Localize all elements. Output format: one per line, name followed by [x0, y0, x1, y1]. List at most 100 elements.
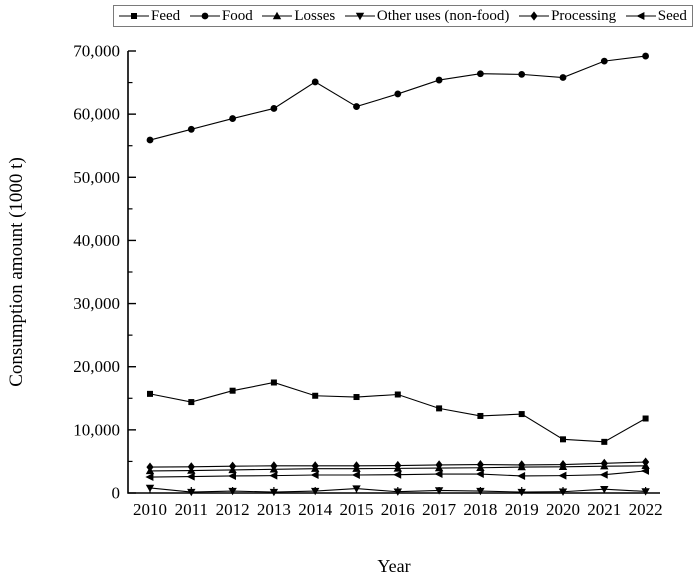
y-tick-label: 30,000 — [73, 294, 120, 313]
other-uses-non-food-point-2019 — [517, 488, 526, 497]
processing-point-2018 — [476, 459, 484, 470]
seed-point-2019 — [517, 471, 526, 480]
x-tick-label: 2021 — [587, 500, 621, 519]
x-tick-label: 2013 — [257, 500, 291, 519]
processing-point-2021 — [600, 458, 608, 468]
legend-entry-other-uses-non-food: Other uses (non-food) — [344, 7, 510, 24]
legend-marker-other-uses-non-food — [355, 12, 365, 21]
legend-marker-processing — [530, 11, 538, 21]
legend-label: Losses — [294, 7, 336, 24]
legend-label: Other uses (non-food) — [376, 7, 510, 24]
legend-marker-triangle-down-icon — [344, 12, 375, 21]
processing-point-2019 — [518, 460, 526, 470]
y-axis-title: Consumption amount (1000 t) — [6, 157, 27, 387]
processing-point-2015 — [352, 461, 361, 471]
y-tick-label: 70,000 — [73, 42, 120, 61]
other-uses-non-food-point-2012 — [228, 487, 237, 496]
food-point-2014 — [311, 78, 319, 86]
feed-point-2018 — [477, 412, 484, 419]
other-uses-non-food-point-2020 — [558, 488, 568, 496]
other-uses-non-food-point-2010 — [145, 484, 155, 493]
other-uses-non-food-point-2011 — [187, 488, 196, 497]
food-point-2021 — [600, 57, 608, 65]
food-point-2017 — [435, 76, 443, 84]
x-tick-label: 2019 — [505, 500, 539, 519]
y-tick-label: 20,000 — [73, 357, 120, 376]
food-point-2016 — [394, 90, 402, 98]
chart-legend: Feed Food Losses Other uses (non-food) Proce… — [113, 5, 693, 27]
processing-point-2014 — [311, 461, 319, 471]
processing-point-2016 — [394, 460, 402, 471]
legend-marker-triangle-up-icon — [262, 11, 293, 20]
legend-marker-losses — [273, 11, 282, 20]
x-tick-label: 2012 — [216, 500, 250, 519]
other-uses-non-food-point-2018 — [476, 487, 485, 496]
legend-marker-food — [201, 12, 209, 20]
x-axis-title: Year — [377, 556, 411, 576]
legend-label: Feed — [151, 7, 181, 24]
other-uses-non-food-point-2014 — [311, 487, 320, 496]
food-point-2022 — [642, 52, 649, 60]
x-tick-label: 2017 — [422, 500, 457, 519]
legend-marker-triangle-left-icon — [625, 12, 656, 20]
legend-marker-square-icon — [119, 13, 149, 19]
x-tick-label: 2014 — [298, 500, 333, 519]
y-tick-label: 50,000 — [73, 168, 120, 187]
processing-point-2022 — [642, 457, 650, 467]
y-tick-label: 40,000 — [73, 231, 120, 250]
x-tick-label: 2022 — [629, 500, 663, 519]
x-tick-label: 2011 — [175, 500, 208, 519]
food-point-2011 — [187, 125, 195, 133]
food-point-2019 — [518, 70, 526, 78]
x-tick-label: 2020 — [546, 500, 580, 519]
legend-label: Processing — [551, 7, 617, 24]
x-tick-label: 2010 — [133, 500, 167, 519]
feed-point-2016 — [394, 391, 401, 398]
feed-point-2011 — [188, 399, 195, 406]
food-point-2020 — [559, 74, 567, 81]
feed-point-2013 — [270, 379, 277, 386]
food-point-2012 — [229, 115, 237, 122]
seed-point-2017 — [434, 470, 443, 479]
feed-point-2012 — [229, 387, 236, 394]
seed-point-2010 — [145, 473, 154, 482]
feed-point-2017 — [436, 405, 443, 412]
other-uses-non-food-point-2022 — [641, 488, 650, 496]
other-uses-non-food-point-2017 — [434, 487, 444, 495]
y-tick-label: 60,000 — [73, 105, 120, 124]
x-tick-label: 2016 — [381, 500, 415, 519]
processing-point-2011 — [187, 462, 195, 472]
seed-point-2014 — [310, 471, 319, 480]
food-point-2013 — [270, 105, 278, 112]
food-point-2015 — [353, 103, 360, 110]
y-tick-label: 0 — [112, 484, 121, 503]
other-uses-non-food-point-2015 — [352, 485, 361, 493]
legend-marker-circle-icon — [189, 12, 220, 20]
x-tick-label: 2018 — [463, 500, 497, 519]
food-point-2010 — [146, 136, 154, 144]
feed-point-2022 — [642, 415, 649, 422]
legend-marker-seed — [636, 12, 645, 20]
food-point-2018 — [477, 70, 484, 78]
processing-point-2010 — [146, 462, 154, 472]
seed-point-2022 — [641, 466, 649, 475]
seed-point-2012 — [228, 471, 236, 480]
legend-label: Seed — [657, 7, 687, 24]
legend-entry-losses: Losses — [262, 7, 336, 24]
seed-point-2021 — [599, 470, 608, 479]
feed-point-2020 — [560, 436, 566, 443]
seed-point-2020 — [558, 471, 567, 480]
seed-point-2018 — [475, 470, 484, 479]
seed-point-2015 — [351, 471, 360, 480]
legend-marker-feed — [131, 13, 137, 19]
legend-entry-seed: Seed — [625, 7, 687, 24]
feed-point-2021 — [601, 438, 608, 445]
legend-entry-processing: Processing — [519, 7, 617, 24]
processing-point-2012 — [229, 461, 237, 471]
series-line-food — [149, 55, 646, 141]
feed-point-2014 — [312, 392, 319, 399]
other-uses-non-food-point-2021 — [600, 486, 609, 494]
seed-point-2011 — [186, 472, 195, 481]
